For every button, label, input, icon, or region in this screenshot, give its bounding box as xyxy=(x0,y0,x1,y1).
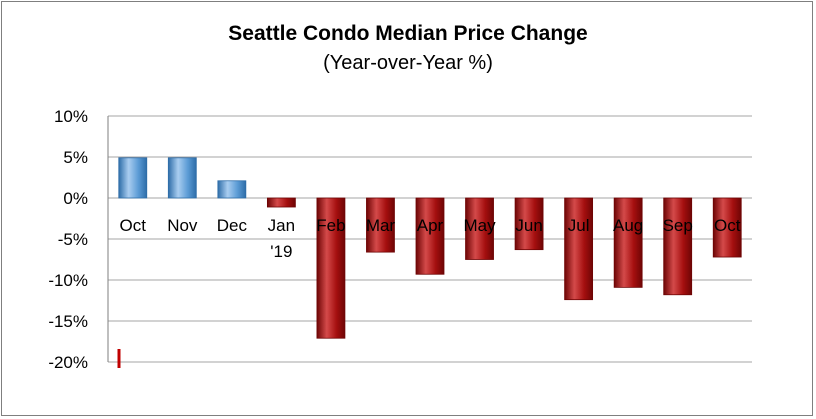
x-tick-label: Sep xyxy=(663,216,693,235)
y-tick-label: 0% xyxy=(63,189,88,208)
y-axis-ticks: 10% 5% 0% -5% -10% -15% -20% xyxy=(48,107,88,372)
bar xyxy=(217,180,247,199)
y-tick-label: -20% xyxy=(48,353,88,372)
x-tick-label: Feb xyxy=(316,216,345,235)
bar xyxy=(712,197,742,258)
x-tick-label: Dec xyxy=(217,216,248,235)
chart-subtitle: (Year-over-Year %) xyxy=(323,52,493,74)
x-tick-label: Oct xyxy=(120,216,147,235)
bar xyxy=(266,197,296,208)
x-tick-label: Nov xyxy=(167,216,198,235)
bar xyxy=(514,197,544,251)
x-tick-label: Apr xyxy=(417,216,444,235)
x-tick-label: Jan '19 xyxy=(268,216,295,261)
category-labels: Oct Nov Dec Jan '19 Feb Mar Apr May Jun Jul Aug Sep O… xyxy=(120,216,741,261)
bar xyxy=(613,197,643,288)
bar xyxy=(663,197,693,296)
x-tick-label: Aug xyxy=(613,216,643,235)
x-tick-label: May xyxy=(463,216,496,235)
y-tick-label: -5% xyxy=(58,230,88,249)
bars xyxy=(118,157,742,339)
y-tick-label: -15% xyxy=(48,312,88,331)
bar xyxy=(465,197,494,260)
x-tick-label: Jul xyxy=(568,216,590,235)
x-tick-label: Mar xyxy=(366,216,396,235)
bar xyxy=(415,197,445,275)
y-tick-label: 10% xyxy=(54,107,88,126)
bar xyxy=(366,197,395,253)
bar xyxy=(316,197,346,339)
bar xyxy=(167,157,197,199)
x-tick-label: Oct xyxy=(714,216,741,235)
y-tick-label: -10% xyxy=(48,271,88,290)
x-tick-label: Jun xyxy=(515,216,542,235)
bar xyxy=(118,157,148,199)
chart-title: Seattle Condo Median Price Change xyxy=(228,22,588,45)
bar xyxy=(564,197,594,301)
y-tick-label: 5% xyxy=(63,148,88,167)
